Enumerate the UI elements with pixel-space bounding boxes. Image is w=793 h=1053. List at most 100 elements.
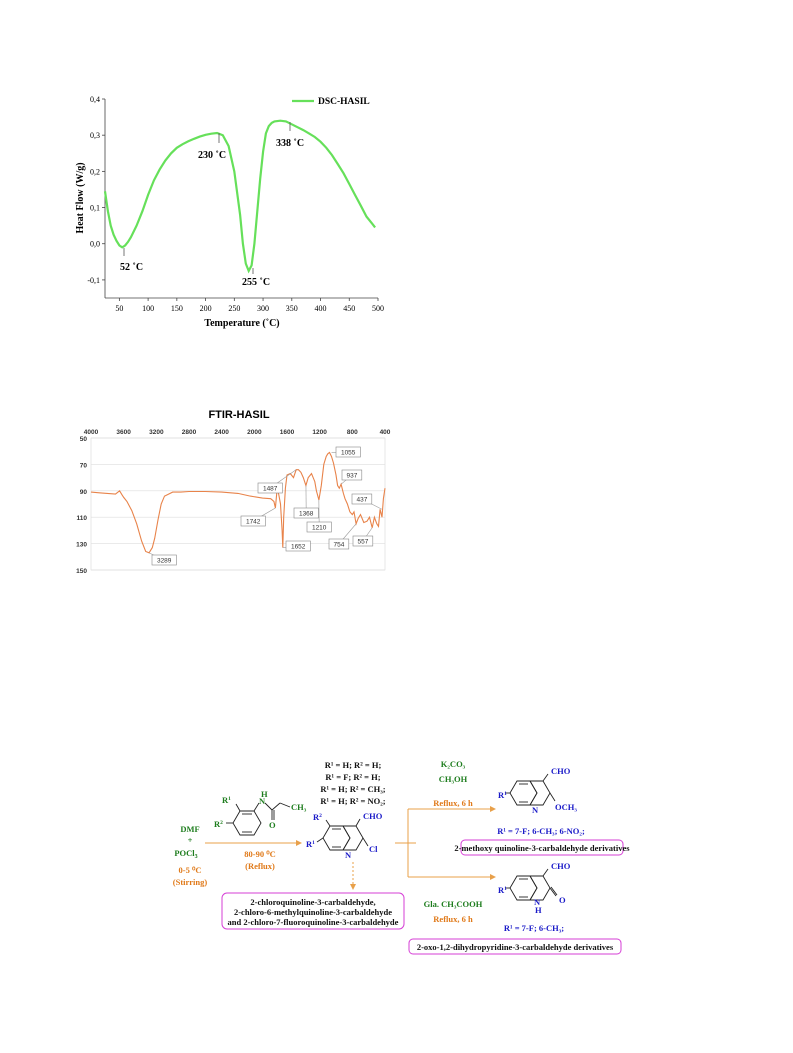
- methoxy-och3: OCH₃: [555, 802, 577, 812]
- dsc-x-tick-label: 100: [142, 304, 154, 313]
- ftir-peak-labels: 1055 937 437 1487 1368 1742 1210 1652 754 557 3289: [148, 446, 383, 566]
- arrow-top-head: [490, 806, 496, 812]
- methoxy-cho: CHO: [551, 766, 571, 776]
- ftir-y-tick-label: 50: [80, 436, 88, 443]
- acetanilide-h: H: [261, 789, 268, 799]
- cond2-mode: (Reflux): [245, 861, 275, 871]
- ftir-x-tick-label: 2000: [247, 429, 262, 436]
- bottom-product-box: [408, 938, 622, 955]
- cond1-temp: 0-5 ⁰C: [178, 865, 201, 875]
- arrow-step1-head: [296, 840, 302, 846]
- ftir-peak-label: 1210: [312, 525, 327, 532]
- ftir-peak-label: 1055: [341, 450, 356, 457]
- product-name-line-1: 2-chloroquinoline-3-carbaldehyde,: [250, 897, 375, 907]
- dsc-y-ticks: 0,4 0,3 0,2 0,1 0,0 -0,1: [87, 95, 105, 285]
- ftir-peak-label: 437: [356, 497, 367, 504]
- quinoline-n: N: [345, 850, 352, 860]
- subst-line-2: R¹ = F; R² = H;: [325, 772, 380, 782]
- acetanilide-r1: R1: [222, 795, 231, 805]
- ftir-plot-area: [90, 437, 386, 571]
- methoxyquinoline-structure: [505, 773, 556, 806]
- subst-line-4: R¹ = H; R² = NO₂;: [320, 796, 385, 806]
- product-name-line-2: 2-chloro-6-methylquinoline-3-carbaldehyd…: [234, 907, 392, 917]
- cond-top-reflux: Reflux, 6 h: [433, 798, 473, 808]
- ftir-chart: FTIR-HASIL 4000 3600 3200 2800 2400 2000 1600 1…: [76, 409, 391, 575]
- ftir-label-box: [240, 515, 266, 527]
- quinoline-r2: R2: [313, 812, 322, 822]
- ftir-x-ticks: 4000 3600 3200 2800 2400 2000 1600 1200 800 400: [84, 429, 391, 436]
- dsc-x-tick-label: 350: [286, 304, 298, 313]
- quinoline-cl: Cl: [369, 844, 378, 854]
- ftir-label-box: [328, 538, 350, 550]
- reagent-plus: +: [188, 835, 193, 845]
- ftir-label-box: [335, 446, 361, 458]
- ftir-peak-label: 3289: [157, 558, 172, 565]
- top-product-name: 2-methoxy quinoline-3-carbaldehyde deriv…: [454, 843, 630, 853]
- top-substituents: R¹ = 7-F; 6-CH₃; 6-NO₂;: [497, 826, 585, 836]
- dsc-y-tick-label: 0,0: [90, 240, 100, 249]
- ftir-x-tick-label: 1600: [280, 429, 295, 436]
- reagent-acoh: Gla. CH₃COOH: [424, 899, 483, 909]
- quinoline-cho: CHO: [363, 811, 383, 821]
- cond-bottom-reflux: Reflux, 6 h: [433, 914, 473, 924]
- reagent-k2co3: K₂CO₃: [441, 759, 466, 769]
- methoxy-r1: R1: [498, 790, 507, 800]
- ftir-y-tick-label: 90: [80, 489, 88, 496]
- oxo-h: H: [535, 905, 542, 915]
- oxo-o: O: [559, 895, 566, 905]
- dsc-x-tick-label: 150: [171, 304, 183, 313]
- dsc-x-tick-label: 50: [115, 304, 123, 313]
- subst-line-3: R¹ = H; R² = CH₃;: [320, 784, 385, 794]
- dsc-x-tick-label: 200: [200, 304, 212, 313]
- dsc-peak-label-255: 255 ˚C: [242, 277, 270, 288]
- bottom-product-name: 2-oxo-1,2-dihydropyridine-3-carbaldehyde…: [417, 942, 614, 952]
- arrow-bottom-head: [490, 874, 496, 880]
- dsc-y-tick-label: 0,4: [90, 95, 100, 104]
- dsc-x-tick-label: 500: [372, 304, 384, 313]
- acetanilide-ch3: CH₃: [291, 802, 307, 812]
- dsc-x-tick-label: 300: [257, 304, 269, 313]
- ftir-label-box: [285, 540, 311, 552]
- ftir-gridlines: [91, 437, 385, 571]
- ftir-x-tick-label: 800: [347, 429, 358, 436]
- cond1-mode: (Stirring): [173, 877, 208, 887]
- ftir-peak-label: 937: [346, 473, 357, 480]
- reagent-dmf: DMF: [180, 824, 199, 834]
- ftir-x-tick-label: 2800: [182, 429, 197, 436]
- dsc-y-axis-title: Heat Flow (W/g): [75, 162, 86, 233]
- product-name-line-3: and 2-chloro-7-fluoroquinoline-3-carbald…: [228, 917, 399, 927]
- dsc-x-tick-label: 450: [343, 304, 355, 313]
- dsc-y-tick-label: 0,3: [90, 131, 100, 140]
- oxo-r1: R1: [498, 885, 507, 895]
- dsc-chart: 0,4 0,3 0,2 0,1 0,0 -0,1 50 100 150 200 250 300 350…: [75, 95, 384, 329]
- ftir-label-box: [306, 521, 332, 533]
- acetanilide-o: O: [269, 820, 276, 830]
- dsc-peak-label-52: 52 ˚C: [120, 262, 143, 273]
- ftir-x-tick-label: 2400: [214, 429, 229, 436]
- cond2-temp: 80-90 ⁰C: [244, 849, 276, 859]
- ftir-peak-label: 754: [333, 542, 344, 549]
- ftir-y-tick-label: 150: [76, 568, 87, 575]
- ftir-x-tick-label: 4000: [84, 429, 99, 436]
- quinoline-r1: R1: [306, 839, 315, 849]
- acetanilide-r2: R2: [214, 819, 223, 829]
- bottom-substituents: R¹ = 7-F; 6-CH₃;: [504, 923, 564, 933]
- dsc-y-tick-label: -0,1: [87, 276, 100, 285]
- dsc-legend-label: DSC-HASIL: [318, 97, 370, 107]
- oxo-cho: CHO: [551, 861, 571, 871]
- ftir-peak-label: 1368: [299, 511, 314, 518]
- ftir-y-tick-label: 70: [80, 462, 88, 469]
- ftir-peak-label: 1742: [246, 519, 261, 526]
- methoxy-n: N: [532, 805, 539, 815]
- ftir-label-box: [151, 554, 177, 566]
- acetanilide-structure: [226, 802, 291, 836]
- dsc-y-tick-label: 0,1: [90, 204, 100, 213]
- ftir-label-box: [352, 535, 374, 547]
- ftir-peak-label: 1487: [263, 486, 278, 493]
- ftir-x-tick-label: 3600: [116, 429, 131, 436]
- dsc-y-tick-label: 0,2: [90, 167, 100, 176]
- ftir-x-tick-label: 3200: [149, 429, 164, 436]
- ftir-x-tick-label: 400: [380, 429, 391, 436]
- ftir-peak-label: 1652: [291, 544, 306, 551]
